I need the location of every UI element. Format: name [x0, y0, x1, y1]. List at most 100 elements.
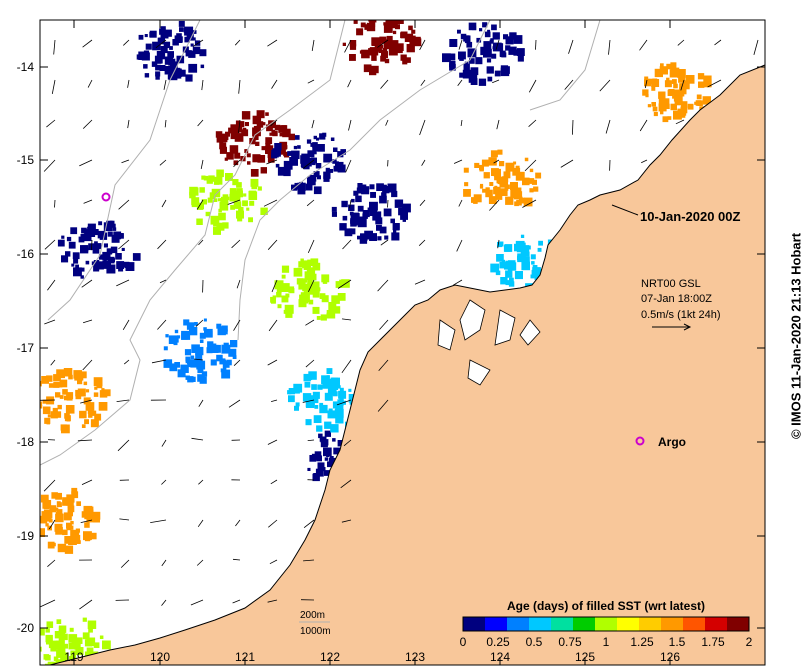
current-vector	[191, 437, 204, 441]
current-vector	[380, 79, 389, 89]
current-vector	[377, 399, 389, 412]
current-legend-line3: 0.5m/s (1kt 24h)	[641, 309, 720, 321]
current-vector	[197, 119, 204, 127]
lon-tick-label: 124	[490, 650, 510, 664]
lat-tick-label: -20	[17, 621, 35, 635]
current-vector	[528, 119, 537, 127]
current-vector	[492, 79, 500, 84]
current-vector	[305, 359, 315, 368]
current-vector	[568, 39, 574, 54]
current-vector	[599, 79, 611, 92]
current-vector	[196, 199, 204, 210]
current-vector	[235, 519, 241, 527]
sst-age-patch	[40, 487, 101, 554]
current-vector	[198, 399, 204, 407]
current-vector	[161, 439, 167, 447]
current-vector	[233, 159, 241, 168]
current-vector	[349, 199, 352, 209]
isobath-1000m	[40, 20, 346, 466]
current-vector	[123, 39, 130, 46]
current-vector	[159, 159, 167, 166]
current-vector	[677, 39, 685, 46]
colorbar-tick: 1.75	[701, 635, 725, 649]
current-vector	[421, 159, 426, 166]
current-vector	[680, 79, 685, 91]
current-vector	[80, 519, 93, 523]
lon-tick-label: 126	[660, 650, 680, 664]
colorbar-cell	[639, 617, 662, 631]
current-vector	[560, 159, 574, 168]
current-vector	[117, 439, 130, 452]
current-vector	[307, 439, 315, 441]
colorbar-tick: 0.25	[486, 635, 510, 649]
colorbar-title: Age (days) of filled SST (wrt latest)	[507, 599, 705, 613]
current-vectors	[40, 39, 759, 610]
isobath-legend-1000m: 1000m	[300, 626, 331, 637]
current-vector	[40, 599, 56, 608]
current-vector	[161, 199, 167, 208]
colorbar-cell	[727, 617, 750, 631]
current-vector	[419, 119, 426, 136]
current-vector	[198, 239, 204, 246]
current-vector	[311, 119, 315, 129]
current-vector	[267, 359, 278, 366]
current-vector	[123, 359, 130, 365]
current-vector	[341, 519, 352, 523]
current-vector	[420, 79, 426, 86]
sst-age-patch	[189, 169, 268, 235]
colorbar: Age (days) of filled SST (wrt latest) 0 …	[460, 599, 753, 649]
current-vector	[347, 79, 352, 88]
latitude-tick-labels: -14 -15 -16 -17 -18 -19 -20	[17, 60, 35, 635]
current-vector	[120, 559, 130, 568]
lat-tick-label: -16	[17, 247, 35, 261]
current-vector	[495, 39, 500, 50]
plot-frame	[39, 19, 766, 666]
current-vector	[267, 439, 278, 445]
current-vector	[163, 79, 167, 90]
argo-float-marker	[101, 192, 111, 202]
isobath-outer	[237, 20, 491, 341]
current-vector	[81, 479, 93, 485]
current-vector	[116, 279, 130, 287]
argo-float-marker	[635, 436, 645, 446]
current-vector	[380, 239, 389, 246]
current-vector	[307, 239, 315, 254]
current-vector	[707, 79, 722, 88]
current-vector	[270, 399, 278, 402]
current-vector	[80, 399, 93, 404]
current-vector	[82, 359, 93, 371]
isobath-east	[529, 20, 601, 111]
current-vector	[238, 79, 241, 94]
axis-ticks	[40, 20, 765, 665]
current-vector	[232, 558, 241, 561]
colorbar-tick: 0.5	[526, 635, 543, 649]
current-vector	[269, 559, 278, 565]
current-vector	[675, 119, 685, 125]
current-vector	[524, 159, 537, 172]
current-vector	[116, 399, 130, 402]
current-vector	[452, 279, 463, 286]
current-vector	[119, 518, 130, 521]
current-vector	[343, 439, 352, 447]
current-vector	[639, 119, 648, 132]
current-vector	[270, 119, 278, 127]
current-legend-line1: NRT00 GSL	[641, 278, 701, 290]
current-vector	[608, 39, 611, 55]
current-vector	[605, 119, 611, 134]
current-vector	[496, 119, 500, 130]
isobath-200m	[47, 20, 201, 321]
colorbar-cell	[507, 617, 530, 631]
sst-age-patch	[270, 258, 350, 321]
colorbar-cell	[595, 617, 618, 631]
current-vector	[161, 479, 167, 485]
current-vector	[271, 279, 278, 293]
current-vector	[81, 279, 93, 288]
islands	[437, 299, 541, 386]
current-vector	[47, 559, 56, 568]
current-vector	[460, 119, 463, 127]
current-vector	[641, 159, 648, 164]
current-vector	[302, 399, 315, 403]
current-vector	[493, 159, 500, 164]
current-vector	[118, 239, 130, 250]
current-vector	[44, 239, 56, 250]
